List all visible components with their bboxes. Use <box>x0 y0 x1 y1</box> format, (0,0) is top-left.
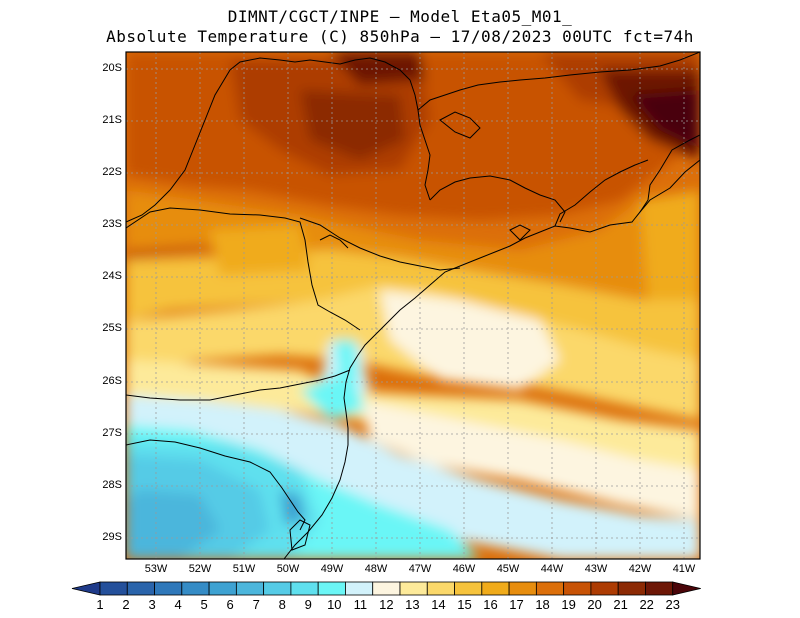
colorbar <box>71 581 701 596</box>
colorbar-label: 16 <box>483 597 498 612</box>
colorbar-swatch <box>454 581 483 596</box>
colorbar-label: 5 <box>200 597 208 612</box>
border-ms-sp <box>126 69 231 223</box>
lat-label-26s: 26S <box>102 375 122 387</box>
colorbar-swatch <box>154 581 183 596</box>
lon-label-47w: 47W <box>408 563 432 575</box>
colorbar-label: 15 <box>457 597 472 612</box>
border-pr-sp <box>299 217 461 271</box>
ilha-grande-bay <box>509 224 531 241</box>
lon-label-45w: 45W <box>496 563 520 575</box>
colorbar-label: 9 <box>304 597 312 612</box>
border-sp-mg-north <box>229 57 431 201</box>
colorbar-swatch <box>208 581 237 596</box>
colorbar-label: 19 <box>561 597 576 612</box>
colorbar-label: 21 <box>613 597 628 612</box>
lat-label-23s: 23S <box>102 218 122 230</box>
lon-label-51w: 51W <box>232 563 256 575</box>
map-title-line-2: Absolute Temperature (C) 850hPa – 17/08/… <box>106 27 694 46</box>
lagoa-dos-patos <box>289 519 311 551</box>
colorbar-label: 13 <box>405 597 420 612</box>
colorbar-swatch <box>372 581 401 596</box>
furnas-lake <box>439 111 481 139</box>
colorbar-swatch <box>126 581 155 596</box>
lon-label-48w: 48W <box>364 563 388 575</box>
border-pr-sc <box>126 369 351 401</box>
colorbar-label: 3 <box>148 597 156 612</box>
lon-label-53w: 53W <box>144 563 168 575</box>
colorbar-arrow-left <box>71 581 101 596</box>
colorbar-swatch <box>426 581 455 596</box>
colorbar-swatch <box>563 581 592 596</box>
colorbar-swatch <box>508 581 537 596</box>
coastline <box>283 159 700 559</box>
colorbar-label: 2 <box>122 597 130 612</box>
lon-label-42w: 42W <box>628 563 652 575</box>
graticule <box>126 52 700 559</box>
colorbar-label: 23 <box>665 597 680 612</box>
border-mg-north <box>417 52 700 111</box>
lon-label-43w: 43W <box>584 563 608 575</box>
colorbar-label: 1 <box>96 597 104 612</box>
border-sc-rs <box>126 439 306 531</box>
plot-frame <box>125 51 701 560</box>
colorbar-swatch <box>481 581 510 596</box>
colorbar-label: 8 <box>278 597 286 612</box>
colorbar-swatch <box>290 581 319 596</box>
lat-label-21s: 21S <box>102 114 122 126</box>
lon-label-44w: 44W <box>540 563 564 575</box>
colorbar-swatch <box>345 581 374 596</box>
colorbar-swatch <box>263 581 292 596</box>
lon-label-50w: 50W <box>276 563 300 575</box>
lat-label-24s: 24S <box>102 270 122 282</box>
coastline-and-borders <box>126 52 700 559</box>
colorbar-label: 10 <box>327 597 342 612</box>
border-pr-ms <box>126 207 361 331</box>
colorbar-swatch <box>590 581 619 596</box>
lat-label-27s: 27S <box>102 427 122 439</box>
colorbar-swatch <box>535 581 565 596</box>
lon-label-49w: 49W <box>320 563 344 575</box>
colorbar-label: 12 <box>379 597 394 612</box>
colorbar-label: 22 <box>639 597 654 612</box>
colorbar-swatch <box>645 581 674 596</box>
colorbar-label: 11 <box>353 597 368 612</box>
colorbar-label: 17 <box>509 597 524 612</box>
lon-label-41w: 41W <box>672 563 696 575</box>
paranapanema-river <box>319 234 349 249</box>
lon-label-52w: 52W <box>188 563 212 575</box>
lat-label-29s: 29S <box>102 531 122 543</box>
colorbar-label: 14 <box>431 597 446 612</box>
lat-label-20s: 20S <box>102 62 122 74</box>
border-mg-rj <box>554 159 649 227</box>
colorbar-swatch <box>99 581 128 596</box>
colorbar-swatch <box>617 581 646 596</box>
lat-label-28s: 28S <box>102 479 122 491</box>
lat-label-22s: 22S <box>102 166 122 178</box>
temperature-field <box>126 52 700 559</box>
colorbar-label: 20 <box>587 597 602 612</box>
colorbar-label: 18 <box>535 597 550 612</box>
colorbar-swatch <box>317 581 346 596</box>
colorbar-swatch <box>181 581 210 596</box>
border-mg-rj-es <box>639 134 700 213</box>
colorbar-swatch <box>235 581 265 596</box>
colorbar-label: 6 <box>226 597 234 612</box>
colorbar-label: 7 <box>252 597 260 612</box>
lon-label-46w: 46W <box>452 563 476 575</box>
map-title-line-1: DIMNT/CGCT/INPE – Model Eta05_M01_ <box>227 7 573 26</box>
border-sp-mg <box>429 175 566 223</box>
lat-label-25s: 25S <box>102 322 122 334</box>
colorbar-swatch <box>399 581 428 596</box>
colorbar-label: 4 <box>174 597 182 612</box>
colorbar-arrow-right <box>672 581 701 596</box>
